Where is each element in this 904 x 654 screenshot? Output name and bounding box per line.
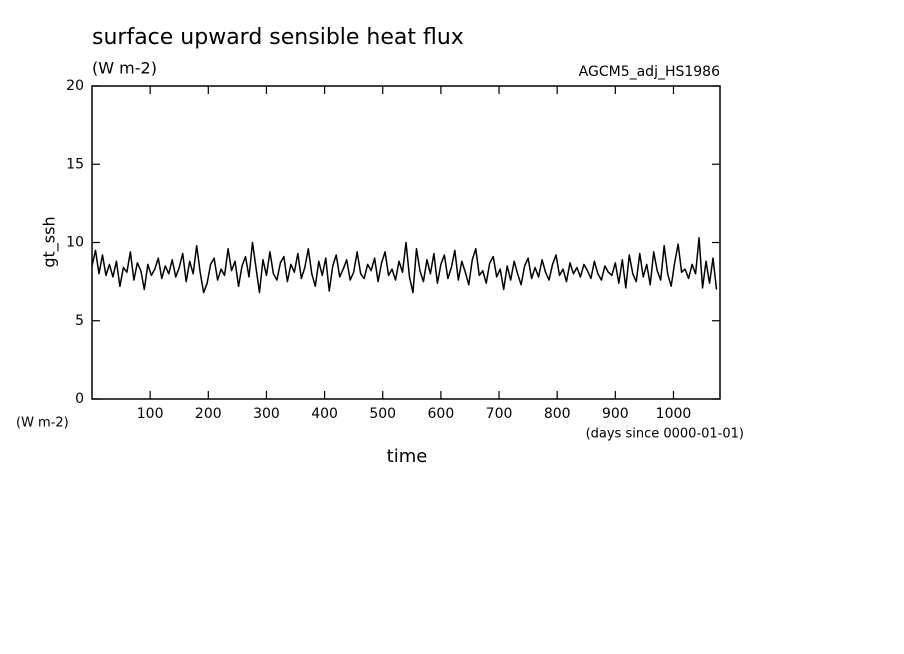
y-tick-label: 0 (75, 391, 84, 407)
x-axis-unit: (days since 0000-01-01) (586, 427, 744, 442)
x-tick-label: 1000 (656, 406, 692, 422)
y-axis-label: gt_ssh (40, 216, 60, 267)
annotation: AGCM5_adj_HS1986 (579, 64, 720, 80)
x-tick-label: 100 (137, 406, 164, 422)
y-tick-label: 20 (66, 78, 84, 94)
x-tick-label: 200 (195, 406, 222, 422)
x-tick-label: 600 (428, 406, 455, 422)
x-tick-label: 700 (486, 406, 513, 422)
x-tick-label: 800 (544, 406, 571, 422)
chart-title: surface upward sensible heat flux (92, 25, 464, 50)
data-line (91, 237, 718, 294)
x-axis-label: time (387, 446, 428, 467)
chart-subtitle: (W m-2) (92, 59, 157, 78)
x-tick-label: 400 (311, 406, 338, 422)
y-tick-label: 15 (66, 156, 84, 172)
y-tick-label: 10 (66, 235, 84, 251)
x-tick-label: 500 (369, 406, 396, 422)
y-tick-label: 5 (75, 313, 84, 329)
x-tick-label: 900 (602, 406, 629, 422)
x-tick-label: 300 (253, 406, 280, 422)
y-axis-unit: (W m-2) (16, 416, 69, 431)
